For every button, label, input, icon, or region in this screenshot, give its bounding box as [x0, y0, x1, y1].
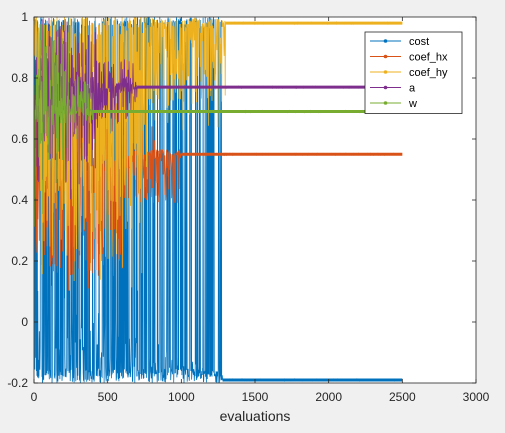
legend-item-a: a: [370, 83, 416, 95]
legend-marker: [383, 85, 388, 90]
legend-item-cost: cost: [370, 36, 429, 48]
x-tick-label: 1000: [168, 390, 195, 404]
y-tick-label: 0.8: [11, 71, 28, 85]
y-tick-label: 0.4: [11, 193, 28, 207]
y-tick-label: -0.2: [7, 376, 28, 390]
plot-area: [34, 17, 403, 383]
y-tick-label: 0.2: [11, 254, 28, 268]
legend-marker: [383, 54, 388, 59]
y-tick-label: 1: [21, 10, 28, 24]
y-tick-label: 0.6: [11, 132, 28, 146]
legend-marker: [383, 70, 388, 74]
legend-box: [364, 31, 463, 114]
x-tick-label: 500: [98, 390, 118, 404]
legend-label: coef_hy: [409, 67, 448, 79]
legend-marker: [383, 39, 388, 43]
legend-label: w: [408, 98, 417, 110]
legend-item-coef-hx: coef_hx: [370, 52, 448, 64]
x-tick-label: 2500: [389, 390, 416, 404]
x-tick-label: 2000: [315, 390, 342, 404]
legend-label: cost: [409, 36, 429, 48]
x-tick-label: 1500: [242, 390, 269, 404]
x-axis-label: evaluations: [220, 408, 291, 424]
legend-item-w: w: [370, 98, 417, 110]
x-tick-label: 3000: [463, 390, 490, 404]
legend-label: a: [409, 83, 416, 95]
y-tick-label: 0: [21, 315, 28, 329]
legend-item-coef-hy: coef_hy: [370, 67, 448, 79]
legend-marker: [383, 101, 388, 105]
x-tick-label: 0: [31, 390, 38, 404]
y-axis: -0.2 0 0.2 0.4 0.6 0.8 1: [7, 10, 476, 390]
x-axis: 0 500 1000 1500 2000 2500 3000: [31, 17, 490, 404]
legend-label: coef_hx: [409, 52, 448, 64]
